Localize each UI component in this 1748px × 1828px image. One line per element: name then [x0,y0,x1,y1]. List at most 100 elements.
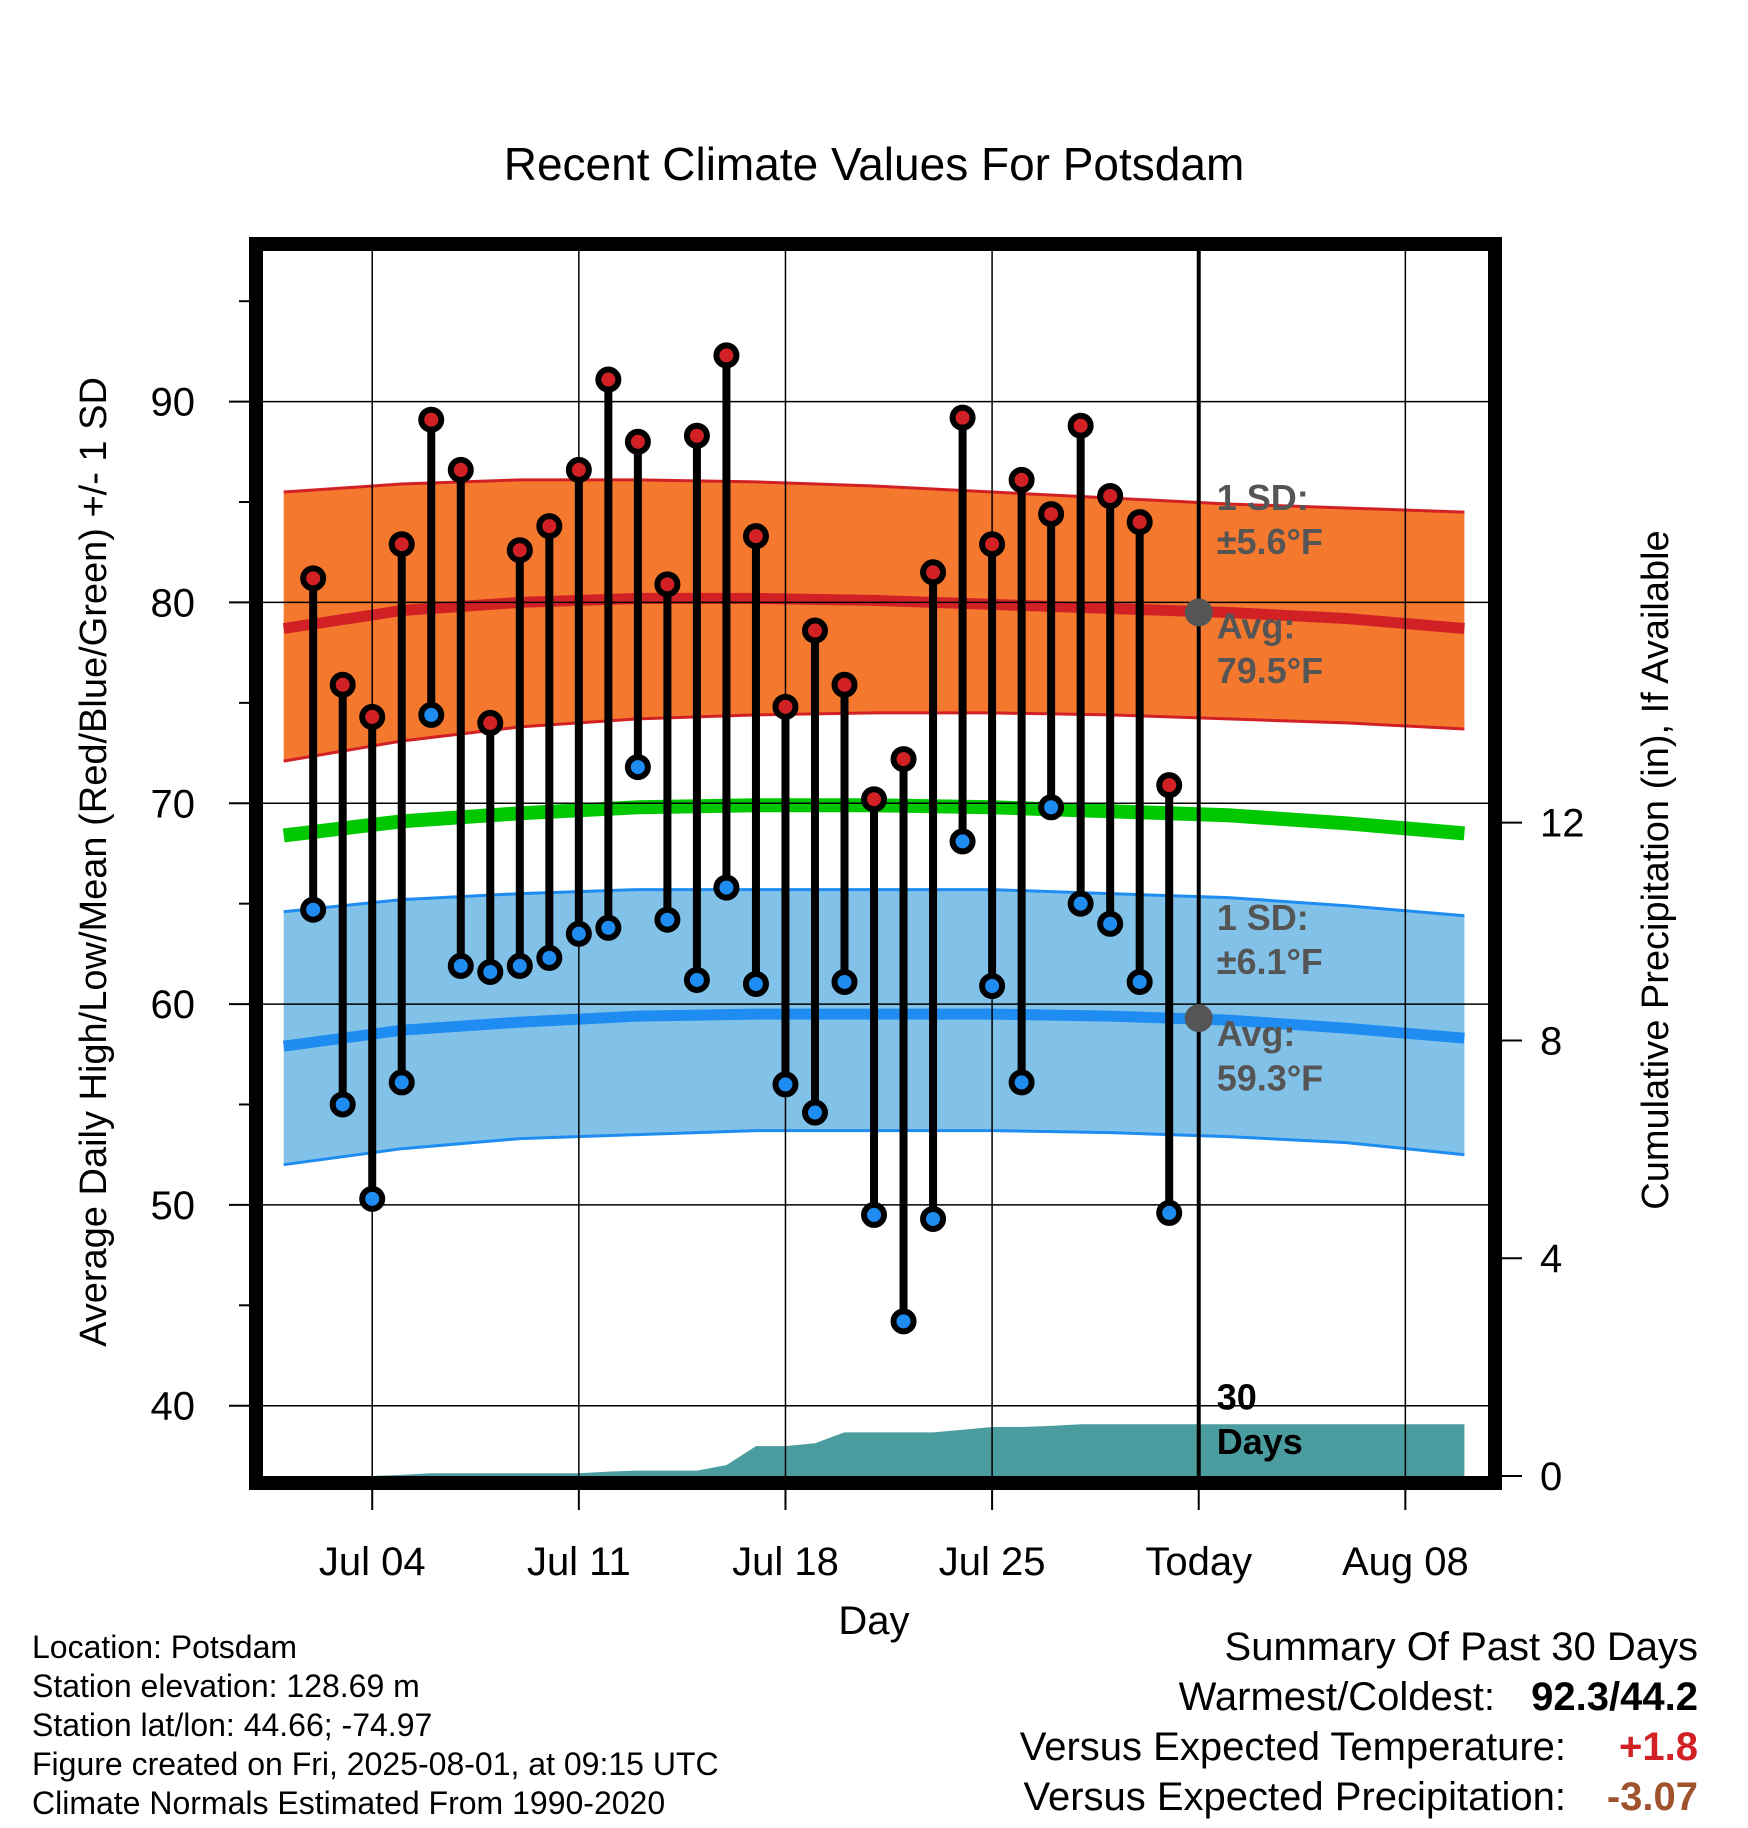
daily-low-point [654,906,681,933]
daily-high-point [565,456,592,483]
low-avg-value: 59.3°F [1217,1057,1323,1098]
daily-high-point [801,617,828,644]
daily-low-point [536,944,563,971]
daily-high-point [979,531,1006,558]
daily-high-point [654,571,681,598]
y-axis-label: Average Daily High/Low/Mean (Red/Blue/Gr… [73,377,115,1347]
daily-high-point [359,703,386,730]
y2-tick-label: 0 [1540,1455,1562,1499]
daily-high-point [536,513,563,540]
daily-low-point [1097,910,1124,937]
summary-warmest-value: 92.3/44.2 [1531,1675,1698,1719]
daily-high-point [595,366,622,393]
daily-high-point [1097,483,1124,509]
daily-low-point [890,1308,917,1335]
x-tick-label: Today [1145,1540,1252,1584]
y2-tick-label: 8 [1540,1019,1562,1063]
high-avg-label: Avg: [1217,606,1296,647]
x-tick-label: Jul 11 [527,1540,631,1584]
daily-low-point [595,914,622,941]
y2-axis-label: Cumulative Precipitation (in), If Availa… [1635,530,1677,1209]
footer-elevation: Station elevation: 128.69 m [32,1668,420,1704]
summary-box: Summary Of Past 30 Days Warmest/Coldest:… [1020,1625,1698,1819]
today-high-avg-marker [1184,598,1213,627]
low-avg-label: Avg: [1217,1013,1296,1054]
daily-low-point [1038,794,1065,821]
days-count-label: Days [1217,1421,1303,1462]
y2-tick-label: 12 [1540,802,1585,846]
summary-precip-label: Versus Expected Precipitation: [1023,1775,1566,1819]
daily-low-point [920,1205,947,1232]
footer-latlon: Station lat/lon: 44.66; -74.97 [32,1707,432,1743]
daily-high-point [772,693,799,720]
y-tick-label: 80 [151,581,196,625]
daily-low-point [1156,1199,1183,1226]
summary-warmest-label: Warmest/Coldest: [1179,1675,1495,1719]
daily-high-point [506,537,533,564]
x-tick-label: Jul 18 [732,1540,839,1584]
daily-low-point [300,896,327,923]
daily-low-point [624,754,651,781]
daily-high-point [920,559,947,586]
daily-low-point [742,970,769,997]
daily-low-point [388,1069,415,1096]
summary-title: Summary Of Past 30 Days [1225,1625,1698,1669]
daily-low-point [831,968,858,995]
days-count-value: 30 [1217,1377,1257,1418]
summary-temp-label: Versus Expected Temperature: [1020,1725,1566,1769]
y-tick-label: 40 [151,1385,196,1429]
daily-low-point [329,1091,356,1118]
daily-high-point [447,456,474,483]
daily-high-point [1126,509,1153,536]
daily-high-point [861,786,888,813]
daily-low-point [801,1099,828,1126]
daily-high-point [1008,466,1035,493]
precip-area [283,1424,1465,1476]
daily-high-point [1038,501,1065,528]
daily-high-point [831,671,858,698]
x-tick-label: Jul 04 [319,1540,426,1584]
daily-low-point [1067,890,1094,917]
plot-frame [249,237,1502,1490]
daily-low-point [447,952,474,979]
daily-low-point [683,966,710,993]
chart-title: Recent Climate Values For Potsdam [504,138,1245,190]
daily-high-point [388,531,415,558]
daily-low-point [979,973,1006,999]
daily-low-point [772,1071,799,1098]
footer-info: Location: Potsdam Station elevation: 128… [32,1629,719,1821]
daily-low-point [418,701,445,728]
x-tick-label: Jul 25 [939,1540,1046,1584]
summary-temp-value: +1.8 [1619,1725,1698,1769]
high-sd-value: ±5.6°F [1217,521,1323,562]
daily-high-point [713,342,740,369]
daily-high-point [742,523,769,550]
daily-low-point [949,828,976,855]
daily-low-point [359,1185,386,1212]
footer-normals: Climate Normals Estimated From 1990-2020 [32,1785,665,1821]
low-sd-label: 1 SD: [1217,897,1309,938]
low-sd-value: ±6.1°F [1217,941,1323,982]
daily-low-point [1126,968,1153,995]
daily-high-point [300,565,327,592]
y-tick-label: 70 [151,782,196,826]
daily-high-point [477,709,504,736]
footer-created: Figure created on Fri, 2025-08-01, at 09… [32,1746,719,1782]
daily-high-point [1156,772,1183,799]
y-tick-label: 90 [151,381,196,425]
daily-low-point [861,1201,888,1228]
summary-precip-value: -3.07 [1607,1775,1698,1819]
high-avg-value: 79.5°F [1217,650,1323,691]
daily-low-point [713,874,740,901]
today-low-avg-marker [1184,1004,1213,1033]
footer-location: Location: Potsdam [32,1629,297,1665]
daily-high-point [683,422,710,449]
daily-high-point [624,428,651,455]
normal-high-line [282,592,1465,634]
daily-high-point [890,746,917,773]
daily-low-point [477,958,504,985]
x-axis-label: Day [838,1599,909,1643]
y2-tick-label: 4 [1540,1237,1562,1281]
high-sd-label: 1 SD: [1217,477,1309,518]
